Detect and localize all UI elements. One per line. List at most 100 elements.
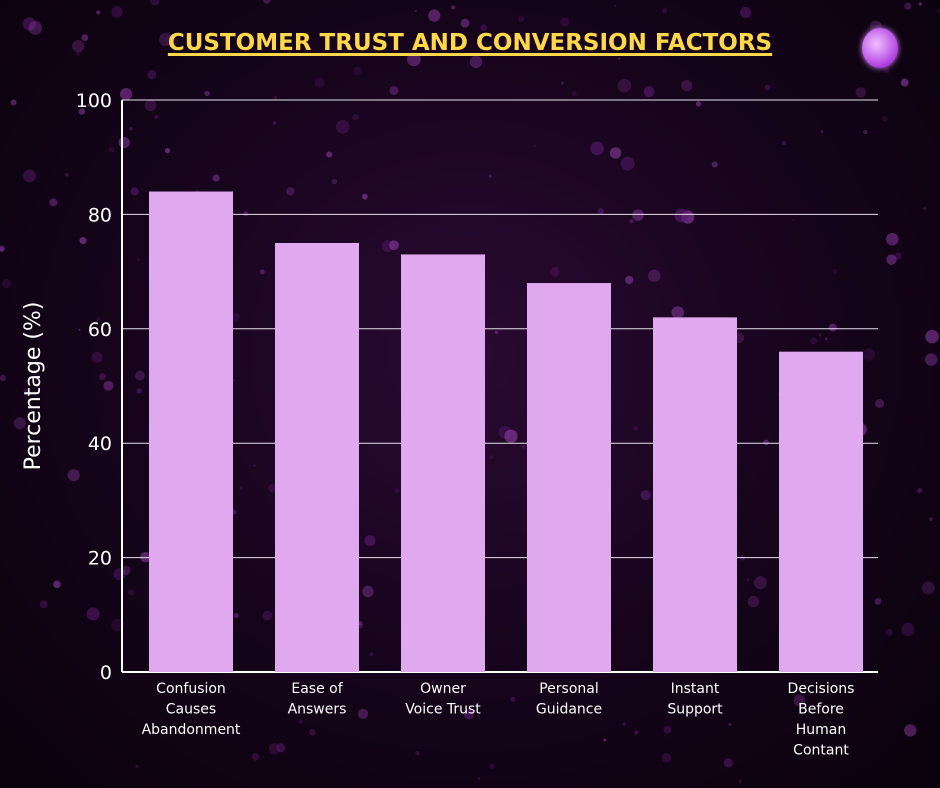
bokeh-dot xyxy=(723,758,734,768)
bokeh-dot xyxy=(212,174,220,182)
bokeh-dot xyxy=(165,34,179,48)
bokeh-dot xyxy=(901,622,915,636)
bokeh-dot xyxy=(571,91,577,97)
bokeh-dot xyxy=(389,240,399,251)
bokeh-dot xyxy=(469,55,483,69)
bar xyxy=(779,351,863,672)
bokeh-dot xyxy=(620,156,635,171)
bokeh-dot xyxy=(629,219,634,224)
bokeh-dot xyxy=(550,267,560,277)
bokeh-dot xyxy=(886,254,897,265)
bokeh-dot xyxy=(13,417,26,430)
bokeh-dot xyxy=(28,21,43,35)
x-tick-label: Personal xyxy=(539,681,599,697)
bokeh-dot xyxy=(53,580,61,589)
bokeh-dot xyxy=(674,208,689,223)
bokeh-dot xyxy=(917,488,923,494)
y-axis-label: Percentage (%) xyxy=(21,302,46,471)
x-tick-label: Decisions xyxy=(788,681,855,697)
bokeh-dot xyxy=(262,610,273,621)
bokeh-dot xyxy=(874,597,882,605)
bokeh-dot xyxy=(362,585,374,598)
bokeh-dot xyxy=(314,77,325,88)
bokeh-dot xyxy=(461,38,468,44)
bokeh-dot xyxy=(357,623,363,629)
bokeh-dot xyxy=(259,269,265,275)
bokeh-dot xyxy=(67,469,80,482)
bokeh-dot xyxy=(875,398,885,409)
bokeh-dot xyxy=(633,425,639,431)
x-tick-label: Owner xyxy=(420,681,466,697)
x-tick-label: Abandonment xyxy=(142,722,241,738)
bokeh-dot xyxy=(671,306,685,319)
bokeh-dot xyxy=(326,151,333,158)
x-tick-label: Contant xyxy=(793,743,849,759)
bokeh-dot xyxy=(924,353,938,366)
bokeh-dot xyxy=(79,236,87,245)
bokeh-dot xyxy=(286,187,295,196)
bokeh-dot xyxy=(764,84,771,91)
bokeh-dot xyxy=(154,114,159,120)
bokeh-dot xyxy=(331,178,338,185)
bokeh-dot xyxy=(298,719,303,724)
bokeh-dot xyxy=(78,108,86,115)
bokeh-dot xyxy=(618,57,621,60)
bokeh-dot xyxy=(824,337,828,341)
bokeh-dot xyxy=(820,130,823,133)
bokeh-dot xyxy=(661,753,672,763)
bokeh-dot xyxy=(921,581,935,595)
bokeh-dot xyxy=(81,34,89,42)
bokeh-dot xyxy=(923,207,926,210)
bokeh-dot xyxy=(71,39,85,53)
bokeh-dot xyxy=(863,130,868,135)
x-tick-label: Answers xyxy=(288,702,347,718)
bokeh-dot xyxy=(900,78,909,87)
y-tick-label: 100 xyxy=(76,90,112,112)
bokeh-dot xyxy=(925,329,939,344)
bokeh-dot xyxy=(740,6,752,19)
bokeh-dot xyxy=(357,708,369,720)
x-tick-label: Human xyxy=(796,722,847,738)
bokeh-dot xyxy=(663,725,672,734)
bokeh-dot xyxy=(793,694,806,707)
bokeh-dot xyxy=(533,144,537,148)
bokeh-dot xyxy=(96,316,101,322)
bokeh-dot xyxy=(136,388,142,394)
bokeh-dot xyxy=(75,51,81,56)
bokeh-dot xyxy=(231,312,240,321)
bokeh-dot xyxy=(828,323,837,332)
bokeh-dot xyxy=(609,147,622,159)
bar xyxy=(401,254,485,672)
chart-title: CUSTOMER TRUST AND CONVERSION FACTORS xyxy=(167,30,773,56)
bokeh-dot xyxy=(937,10,940,13)
bokeh-dot xyxy=(158,32,173,47)
bar xyxy=(527,283,611,672)
bokeh-dot xyxy=(128,589,135,596)
bokeh-dot xyxy=(792,218,795,222)
bokeh-dot xyxy=(648,269,661,283)
bokeh-dot xyxy=(488,174,492,178)
bokeh-dot xyxy=(111,6,123,18)
bokeh-dot xyxy=(415,750,420,756)
bar xyxy=(275,243,359,672)
bokeh-dot xyxy=(253,464,256,467)
bokeh-dot xyxy=(361,193,368,200)
bokeh-dot xyxy=(625,275,634,285)
bokeh-dot xyxy=(309,729,316,736)
bokeh-dot xyxy=(746,578,750,581)
bokeh-dot xyxy=(597,207,604,215)
bokeh-dot xyxy=(504,429,518,443)
bokeh-dot xyxy=(504,37,512,46)
bokeh-dot xyxy=(428,9,441,22)
bokeh-dot xyxy=(147,70,157,80)
bokeh-dot xyxy=(10,99,17,106)
bokeh-dot xyxy=(463,709,474,720)
bokeh-dot xyxy=(918,2,922,6)
bokeh-dot xyxy=(108,146,115,153)
bokeh-dot xyxy=(634,730,639,735)
bokeh-dot xyxy=(885,628,893,636)
bokeh-dot xyxy=(268,483,277,493)
bokeh-dot xyxy=(560,17,570,27)
bokeh-dot xyxy=(738,779,742,783)
x-tick-label: Before xyxy=(798,702,844,718)
